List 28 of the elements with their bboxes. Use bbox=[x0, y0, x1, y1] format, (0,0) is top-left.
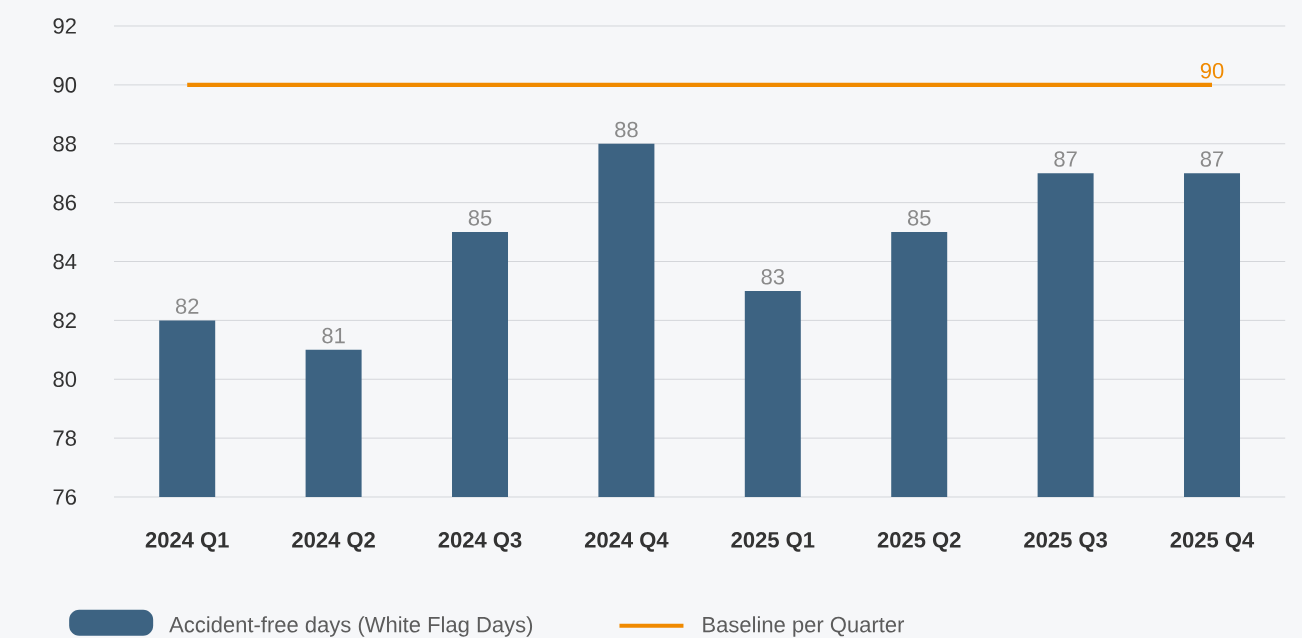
x-tick-label: 2025 Q2 bbox=[877, 532, 961, 552]
x-tick-label: 2025 Q1 bbox=[731, 532, 815, 552]
x-tick-label: 2024 Q4 bbox=[584, 532, 669, 552]
y-tick-label: 82 bbox=[53, 312, 76, 329]
data-label: 88 bbox=[615, 121, 638, 138]
data-label: 81 bbox=[322, 327, 345, 344]
y-tick-label: 86 bbox=[53, 194, 76, 211]
y-tick-label: 88 bbox=[53, 135, 76, 152]
legend-label: Baseline per Quarter bbox=[703, 616, 905, 637]
x-tick-label: 2024 Q3 bbox=[438, 532, 522, 552]
x-tick-label: 2025 Q4 bbox=[1170, 532, 1255, 552]
data-label: 85 bbox=[468, 210, 492, 226]
y-tick-label: 90 bbox=[53, 77, 77, 93]
data-label: 90 bbox=[1200, 62, 1224, 79]
y-tick-label: 76 bbox=[53, 489, 76, 505]
x-tick-label: 2024 Q2 bbox=[292, 532, 375, 552]
y-tick-label: 84 bbox=[53, 253, 77, 270]
y-tick-label: 80 bbox=[53, 371, 77, 388]
legend-label: Accident-free days (White Flag Days) bbox=[169, 616, 533, 637]
x-tick-label: 2025 Q3 bbox=[1024, 532, 1107, 552]
y-tick-label: 78 bbox=[53, 430, 76, 446]
data-label: 87 bbox=[1200, 151, 1224, 167]
data-label: 83 bbox=[761, 268, 785, 285]
x-tick-label: 2024 Q1 bbox=[145, 532, 229, 552]
data-label: 87 bbox=[1054, 151, 1077, 167]
data-label: 85 bbox=[907, 210, 931, 226]
y-tick-label: 92 bbox=[53, 18, 76, 34]
data-label: 82 bbox=[175, 298, 199, 314]
